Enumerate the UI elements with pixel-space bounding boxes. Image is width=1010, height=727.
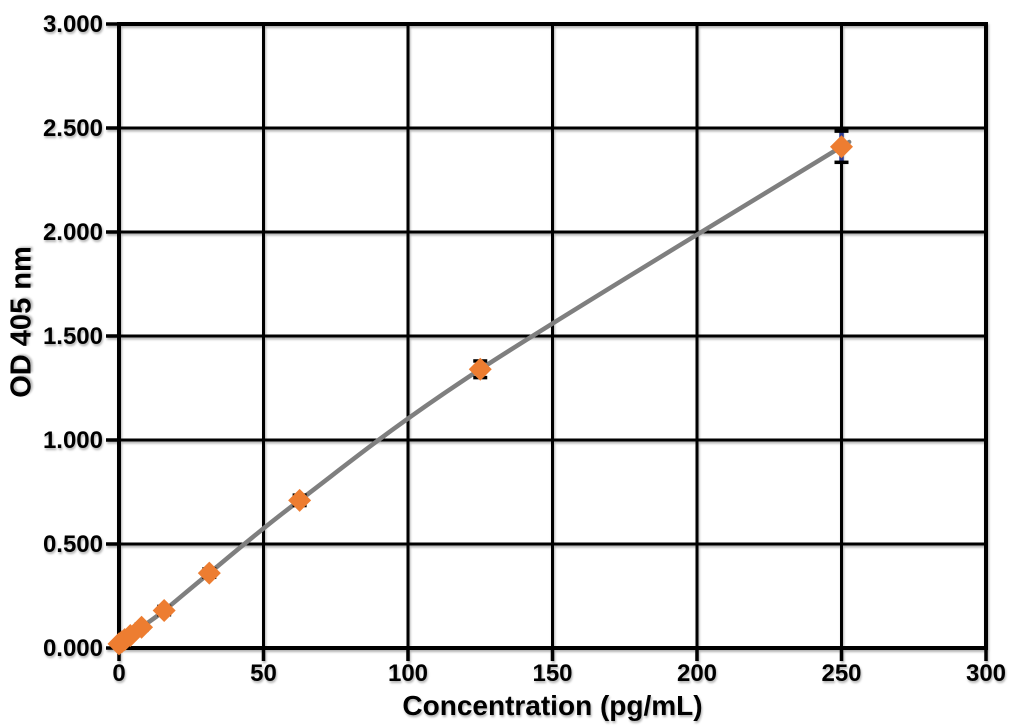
x-tick-label: 150: [532, 660, 572, 687]
data-point-marker: [288, 488, 312, 512]
x-tick-label: 100: [388, 660, 428, 687]
tick-label-group: 0 50 100 150 200 250 300 0.000 0.500 1.000 1.500 2.…: [43, 11, 1006, 687]
data-point-marker: [152, 599, 176, 623]
data-group: [107, 129, 854, 656]
data-point-marker: [829, 135, 854, 159]
x-tick-label: 250: [821, 660, 861, 687]
x-tick-label: 0: [112, 660, 125, 687]
x-tick-label: 200: [677, 660, 717, 687]
x-tick-label: 50: [250, 660, 277, 687]
x-axis-title: Concentration (pg/mL): [402, 690, 703, 721]
y-tick-label: 1.500: [43, 323, 103, 350]
x-tick-label: 300: [966, 660, 1006, 687]
data-point-marker: [130, 615, 154, 639]
y-tick-label: 2.000: [43, 219, 103, 246]
y-tick-label: 2.500: [43, 115, 103, 142]
grid-group: [106, 22, 988, 661]
y-axis-title: OD 405 nm: [5, 246, 38, 398]
fitted-curve: [116, 139, 852, 647]
y-tick-label: 0.500: [43, 531, 103, 558]
plot-border: [117, 22, 988, 650]
data-point-marker: [468, 357, 492, 381]
y-tick-label: 1.000: [43, 427, 103, 454]
data-point-marker: [197, 561, 221, 585]
y-tick-label: 3.000: [43, 11, 103, 38]
y-tick-label: 0.000: [43, 635, 103, 662]
